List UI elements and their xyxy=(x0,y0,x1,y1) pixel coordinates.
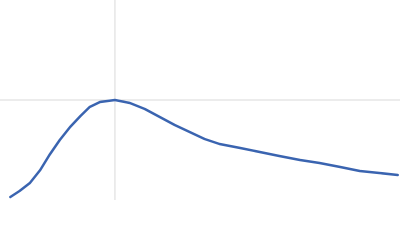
data-line xyxy=(9,98,399,199)
chart xyxy=(0,0,400,200)
